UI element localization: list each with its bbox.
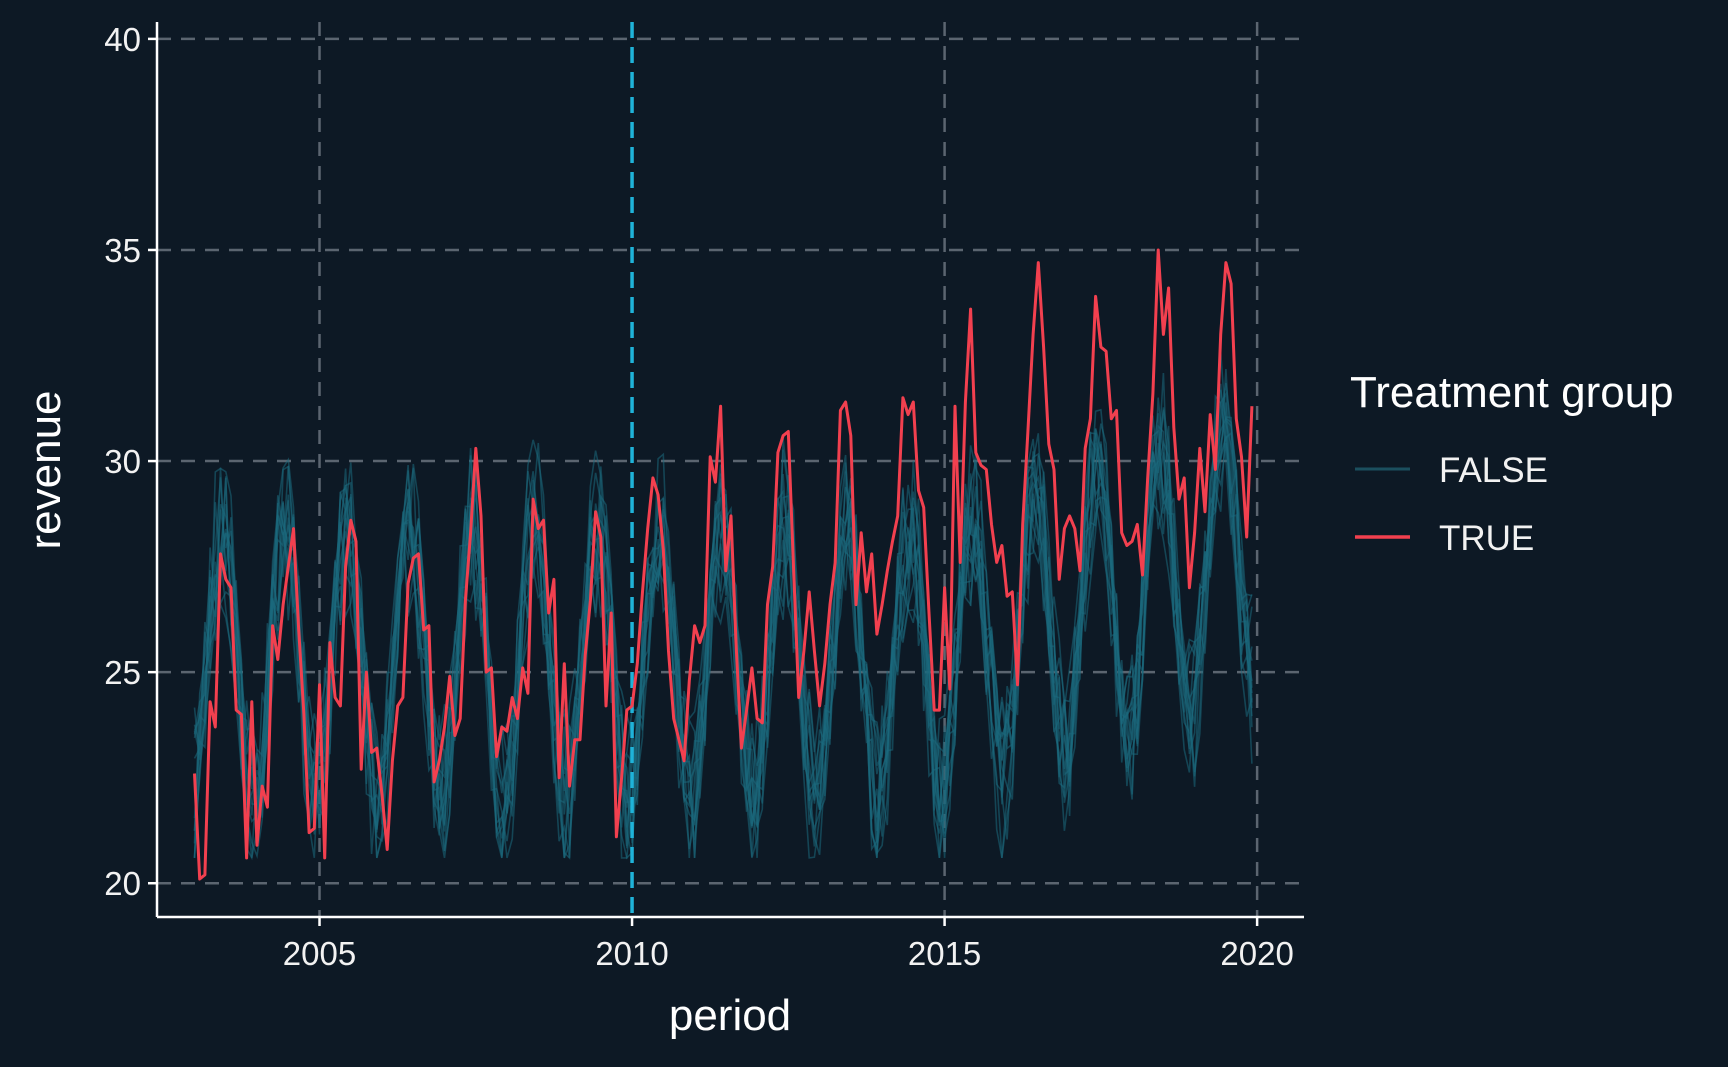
y-tick-label: 25: [104, 654, 141, 691]
y-tick-label: 35: [104, 232, 141, 269]
x-tick-label: 2020: [1220, 935, 1293, 972]
y-axis-title: revenue: [21, 390, 70, 549]
axes: [155, 22, 1304, 919]
x-axis-ticks: 2005 2010 2015 2020: [283, 917, 1294, 972]
legend-label-true: TRUE: [1439, 519, 1534, 558]
y-tick-label: 30: [104, 443, 141, 480]
y-axis-ticks: 20 25 30 35 40: [104, 21, 157, 902]
true-series-line: [193, 248, 1254, 881]
x-axis-title: period: [669, 991, 791, 1040]
false-series-line: [193, 382, 1253, 859]
y-tick-label: 20: [104, 865, 141, 902]
x-tick-label: 2015: [908, 935, 981, 972]
x-tick-label: 2005: [283, 935, 356, 972]
true-group-line: [193, 248, 1254, 881]
legend: Treatment group FALSE TRUE: [1350, 368, 1674, 558]
y-tick-label: 40: [104, 21, 141, 58]
legend-title: Treatment group: [1350, 368, 1674, 417]
legend-label-false: FALSE: [1439, 451, 1548, 490]
x-tick-label: 2010: [595, 935, 668, 972]
